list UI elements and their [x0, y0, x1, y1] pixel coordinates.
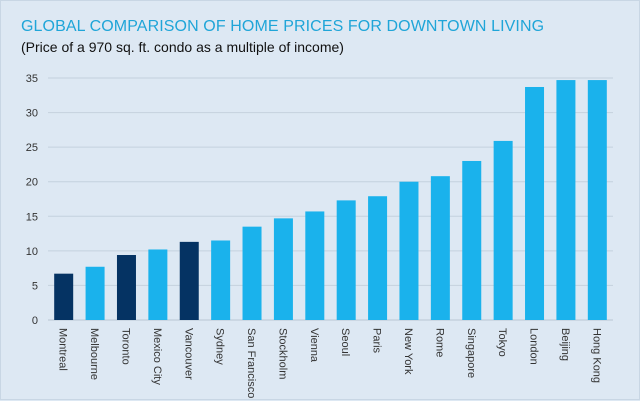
- bar-montreal: [54, 273, 74, 320]
- bar-vancouver: [179, 241, 199, 320]
- bar-toronto: [116, 255, 136, 320]
- y-tick-label: 0: [32, 315, 38, 327]
- x-tick-label: Melbourne: [88, 328, 100, 380]
- y-tick-label: 10: [26, 246, 38, 258]
- x-tick-label: Montreal: [57, 328, 69, 371]
- x-tick-label: Toronto: [119, 328, 131, 365]
- bar-san-francisco: [242, 226, 262, 320]
- x-tick-label: San Francisco: [245, 328, 257, 398]
- bar-paris: [368, 196, 388, 320]
- x-tick-label: Seoul: [339, 328, 351, 356]
- bar-hong-kong: [587, 80, 607, 320]
- bar-seoul: [336, 200, 356, 320]
- x-tick-label: Tokyo: [496, 328, 508, 357]
- y-tick-label: 5: [32, 280, 38, 292]
- bar-mexico-city: [148, 249, 168, 320]
- bar-rome: [430, 176, 450, 320]
- y-tick-label: 15: [26, 211, 38, 223]
- bar-stockholm: [273, 218, 293, 320]
- y-tick-label: 35: [26, 73, 38, 85]
- bar-vienna: [305, 211, 325, 320]
- bar-melbourne: [85, 266, 105, 320]
- x-tick-label: Hong Kong: [590, 328, 602, 383]
- bar-london: [525, 86, 545, 321]
- bar-sydney: [211, 240, 231, 320]
- y-tick-label: 25: [26, 142, 38, 154]
- y-tick-label: 30: [26, 108, 38, 120]
- x-tick-label: Beijing: [559, 328, 571, 361]
- x-tick-label: Rome: [433, 328, 445, 357]
- x-tick-label: Sydney: [214, 328, 226, 365]
- chart-subtitle: (Price of a 970 sq. ft. condo as a multi…: [21, 39, 344, 55]
- x-tick-label: Stockholm: [276, 328, 288, 379]
- x-tick-label: Paris: [371, 328, 383, 354]
- chart-title: GLOBAL COMPARISON OF HOME PRICES FOR DOW…: [21, 18, 545, 35]
- bar-beijing: [556, 80, 576, 320]
- bar-new-york: [399, 181, 419, 320]
- bar-singapore: [462, 160, 482, 320]
- x-tick-label: New York: [402, 328, 414, 375]
- x-tick-label: Singapore: [465, 328, 477, 378]
- bar-tokyo: [493, 140, 513, 320]
- x-tick-label: London: [528, 328, 540, 365]
- x-tick-label: Vancouver: [182, 328, 194, 380]
- y-tick-label: 20: [26, 177, 38, 189]
- x-tick-label: Vienna: [308, 328, 320, 363]
- x-tick-label: Mexico City: [151, 328, 163, 385]
